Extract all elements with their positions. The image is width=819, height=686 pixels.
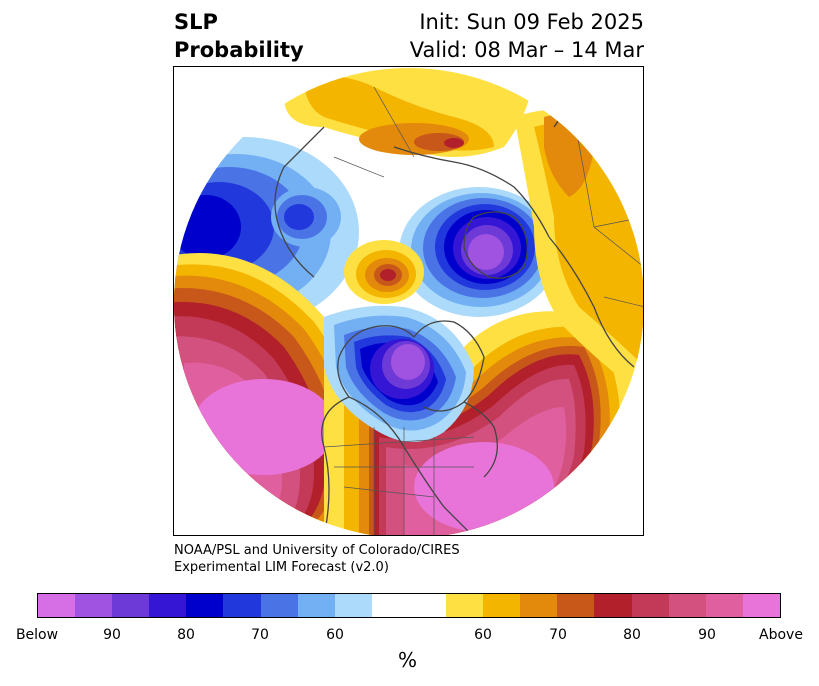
colorbar-swatch (705, 594, 743, 617)
colorbar-swatch (260, 594, 298, 617)
low-anomaly-canada (324, 305, 474, 442)
colorbar-tick-label: 70 (549, 627, 567, 643)
polar-map (173, 66, 644, 536)
borders (323, 86, 643, 535)
title-line-slp: SLP (174, 10, 218, 34)
colorbar-swatch (742, 594, 780, 617)
low-anomaly-siberia (271, 187, 341, 247)
colorbar-tick-label: Below (15, 627, 59, 643)
colorbar-swatch (483, 594, 521, 617)
title-dates: Init: Sun 09 Feb 2025 Valid: 08 Mar – 14… (410, 8, 644, 64)
credit-line-2: Experimental LIM Forecast (v2.0) (174, 560, 389, 575)
colorbar-swatch (334, 594, 372, 617)
colorbar-swatch (112, 594, 150, 617)
credit: NOAA/PSL and University of Colorado/CIRE… (174, 542, 460, 576)
colorbar-swatch (520, 594, 558, 617)
init-date: Init: Sun 09 Feb 2025 (419, 10, 644, 34)
low-anomaly-arctic (399, 187, 559, 317)
colorbar-swatch (408, 594, 447, 617)
colorbar-tick-label: 90 (103, 627, 121, 643)
colorbar (37, 593, 781, 618)
colorbar-swatch (594, 594, 632, 617)
colorbar-tick-label: Above (759, 627, 803, 643)
colorbar-tick-label: 60 (326, 627, 344, 643)
colorbar-swatch (371, 594, 409, 617)
colorbar-swatch (75, 594, 113, 617)
colorbar-tick-label: 80 (623, 627, 641, 643)
colorbar-swatch (186, 594, 224, 617)
valid-range: Valid: 08 Mar – 14 Mar (409, 38, 644, 62)
title-variable: SLP Probability (174, 8, 304, 64)
colorbar-swatch (631, 594, 669, 617)
colorbar-tick-label: 70 (251, 627, 269, 643)
map-svg (174, 68, 643, 535)
high-anomaly-russia (284, 68, 534, 157)
high-anomaly-polar (344, 240, 424, 304)
colorbar-tick-label: 90 (698, 627, 716, 643)
colorbar-swatch (668, 594, 706, 617)
colorbar-swatch (297, 594, 335, 617)
colorbar-swatch (149, 594, 187, 617)
colorbar-swatch (557, 594, 595, 617)
colorbar-swatch (38, 594, 76, 617)
title-line-probability: Probability (174, 38, 304, 62)
credit-line-1: NOAA/PSL and University of Colorado/CIRE… (174, 543, 460, 558)
colorbar-swatch (223, 594, 261, 617)
colorbar-unit: % (398, 648, 418, 672)
colorbar-tick-label: 80 (177, 627, 195, 643)
colorbar-tick-label: 60 (474, 627, 492, 643)
colorbar-swatch (446, 594, 484, 617)
colorbar-tick-labels: Below 90 80 70 60 60 70 80 90 Above (0, 627, 819, 647)
